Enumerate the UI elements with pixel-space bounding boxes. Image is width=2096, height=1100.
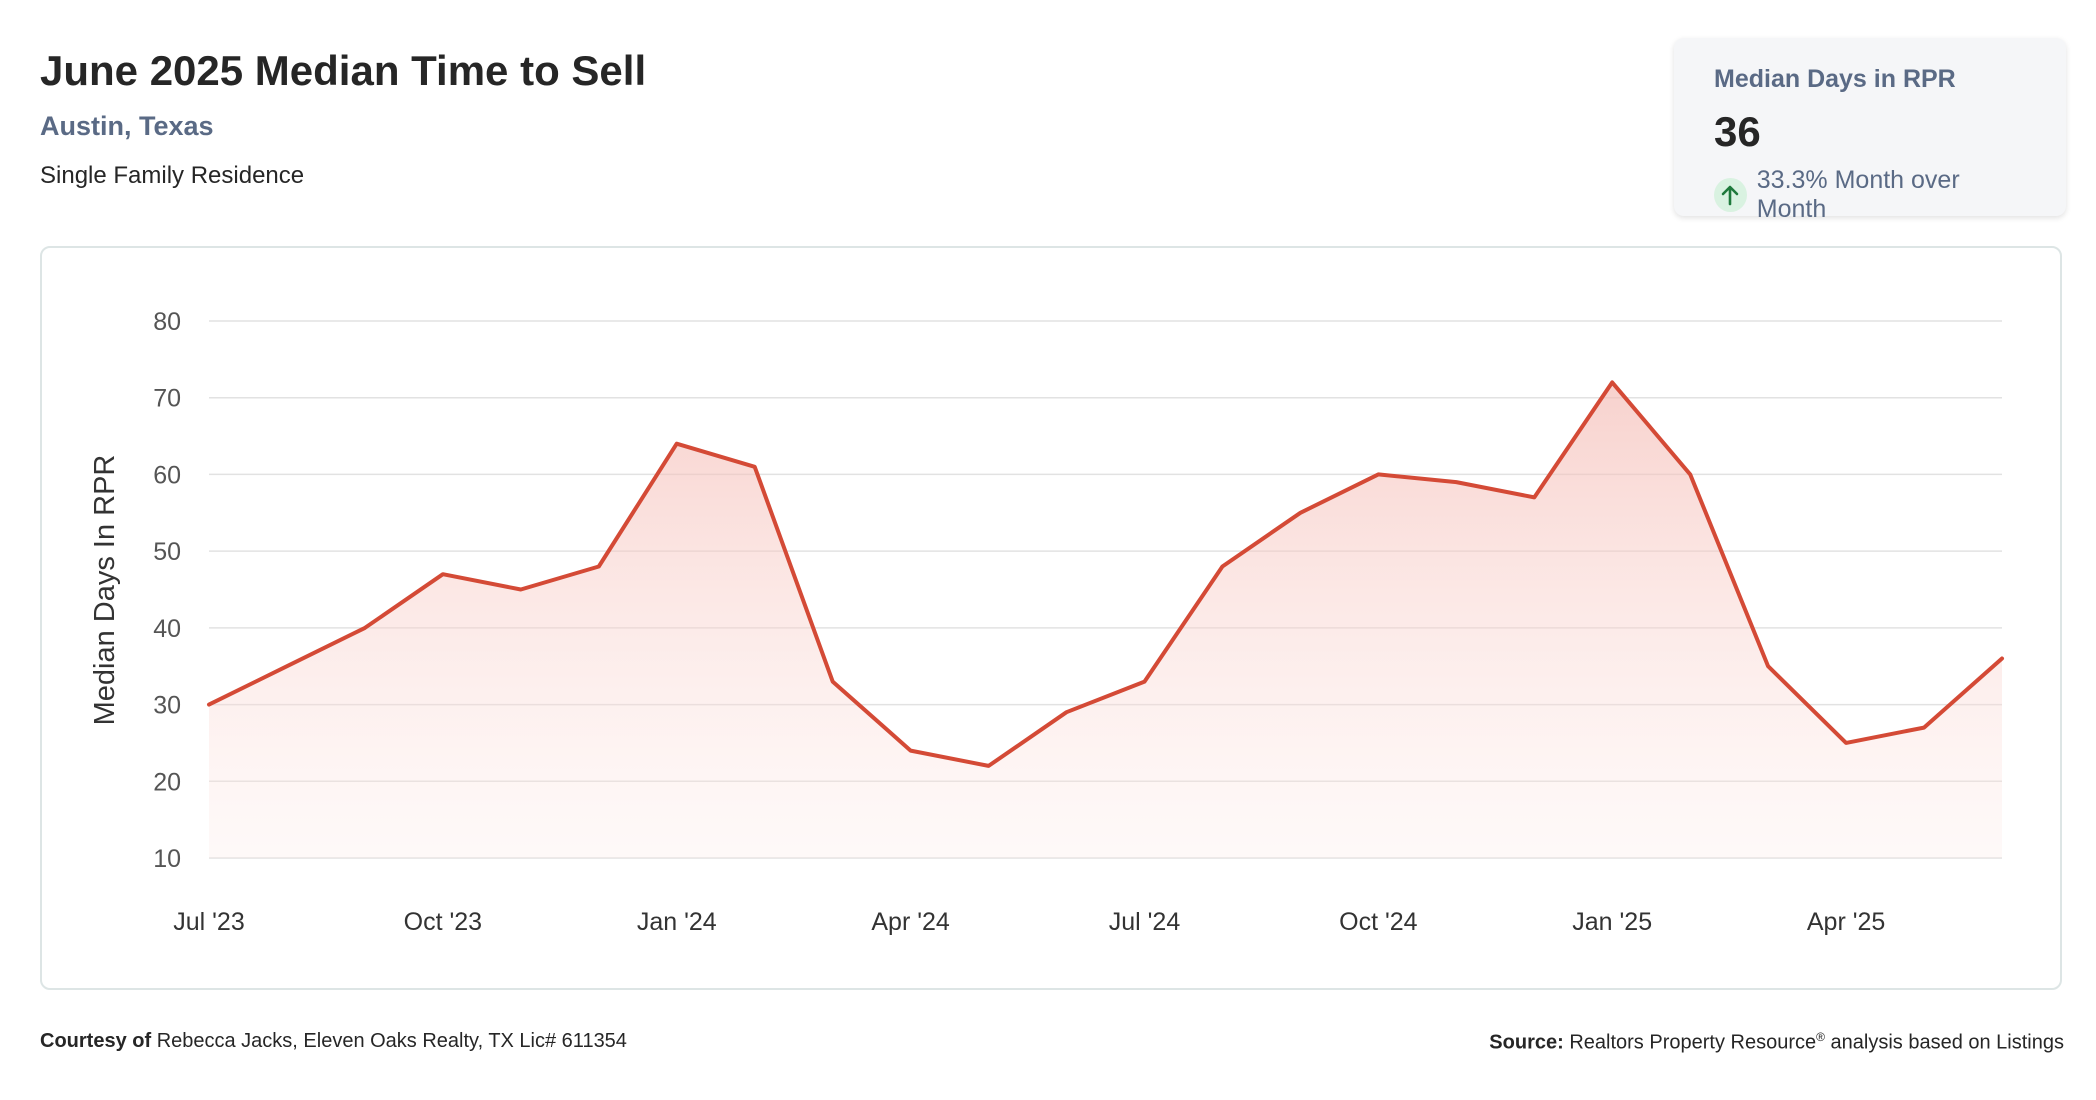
x-axis-ticks: Jul '23 Oct '23 Jan '24 Apr '24 Jul '24 Oct '… bbox=[173, 908, 1885, 936]
area-layer bbox=[209, 382, 2002, 858]
x-tick-label: Jul '23 bbox=[173, 908, 244, 936]
x-tick-label: Oct '23 bbox=[404, 908, 482, 936]
stat-change: 33.3% Month over Month bbox=[1714, 166, 2026, 224]
footer-courtesy: Courtesy of Rebecca Jacks, Eleven Oaks R… bbox=[40, 1030, 627, 1053]
source-text-suffix: analysis based on Listings bbox=[1824, 1031, 2065, 1054]
x-tick-label: Oct '24 bbox=[1339, 908, 1418, 936]
location-subtitle: Austin, Texas bbox=[40, 111, 214, 141]
courtesy-label: Courtesy of bbox=[40, 1030, 152, 1052]
chart-header: June 2025 Median Time to Sell Austin, Te… bbox=[40, 40, 1240, 194]
registered-mark: ® bbox=[1816, 1030, 1825, 1044]
stat-label: Median Days in RPR bbox=[1714, 65, 1956, 93]
page-title: June 2025 Median Time to Sell bbox=[40, 47, 647, 94]
line-layer bbox=[207, 380, 2004, 768]
x-tick-label: Jan '24 bbox=[637, 908, 717, 936]
chart-frame: 10 20 30 40 50 60 70 80 Jul '23 Oct '23 Jan '24 Ap… bbox=[40, 246, 2062, 990]
area-fill bbox=[209, 382, 2002, 858]
x-tick-label: Jul '24 bbox=[1109, 908, 1181, 936]
stat-change-text: 33.3% Month over Month bbox=[1756, 166, 1960, 223]
line-chart: 10 20 30 40 50 60 70 80 Jul '23 Oct '23 Jan '24 Ap… bbox=[89, 308, 2004, 936]
median-days-stat-card: Median Days in RPR 36 33.3% Month over M… bbox=[1674, 38, 2066, 223]
y-tick-label-60: 60 bbox=[153, 461, 181, 489]
y-tick-label-40: 40 bbox=[153, 615, 181, 643]
y-axis-label: Median Days In RPR bbox=[89, 455, 121, 726]
stat-value: 36 bbox=[1714, 108, 1761, 155]
x-tick-label: Apr '24 bbox=[871, 908, 950, 936]
x-tick-label: Apr '25 bbox=[1807, 908, 1885, 936]
series-line bbox=[207, 380, 2004, 768]
y-tick-label-70: 70 bbox=[153, 385, 181, 413]
y-tick-label-80: 80 bbox=[153, 308, 181, 336]
source-text: Realtors Property Resource bbox=[1569, 1031, 1817, 1054]
courtesy-text: Rebecca Jacks, Eleven Oaks Realty, TX Li… bbox=[156, 1030, 627, 1052]
source-label: Source: bbox=[1489, 1031, 1564, 1054]
y-axis-ticks: 10 20 30 40 50 60 70 80 bbox=[153, 308, 181, 873]
footer-source: Source: Realtors Property Resource® anal… bbox=[1489, 1030, 2064, 1055]
arrow-up-icon bbox=[1714, 178, 1747, 212]
y-tick-label-20: 20 bbox=[153, 768, 181, 796]
y-tick-label-10: 10 bbox=[153, 845, 181, 873]
property-type-label: Single Family Residence bbox=[40, 162, 305, 189]
y-tick-label-30: 30 bbox=[153, 692, 181, 720]
x-tick-label: Jan '25 bbox=[1572, 908, 1652, 936]
y-tick-label-50: 50 bbox=[153, 538, 181, 566]
